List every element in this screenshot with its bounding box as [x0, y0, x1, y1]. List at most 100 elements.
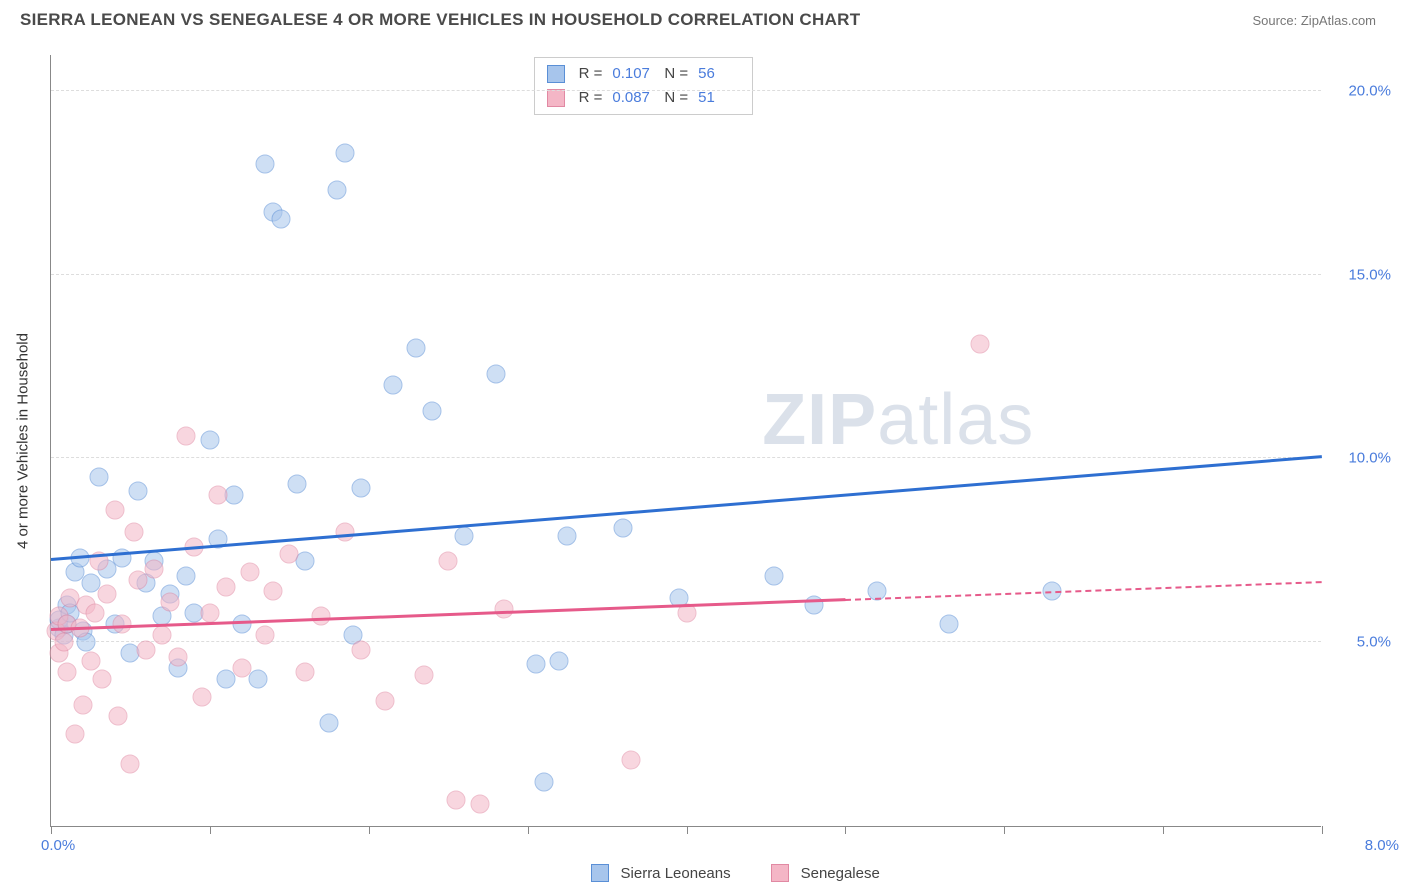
data-point — [256, 155, 275, 174]
y-tick-label: 15.0% — [1331, 266, 1391, 283]
data-point — [145, 559, 164, 578]
data-point — [208, 486, 227, 505]
data-point — [558, 526, 577, 545]
data-point — [177, 427, 196, 446]
x-tick-label: 8.0% — [1365, 837, 1399, 854]
data-point — [200, 603, 219, 622]
stat-label: R = — [579, 62, 603, 86]
stat-label: N = — [664, 62, 688, 86]
watermark: ZIPatlas — [762, 379, 1034, 461]
data-point — [415, 666, 434, 685]
data-point — [97, 585, 116, 604]
legend-swatch — [771, 864, 789, 882]
legend-label: Sierra Leoneans — [621, 865, 731, 882]
y-tick-label: 20.0% — [1331, 82, 1391, 99]
x-tick — [1322, 826, 1323, 834]
data-point — [81, 651, 100, 670]
data-point — [200, 431, 219, 450]
data-point — [486, 364, 505, 383]
data-point — [971, 335, 990, 354]
x-tick — [210, 826, 211, 834]
data-point — [73, 695, 92, 714]
data-point — [407, 339, 426, 358]
gridline — [51, 457, 1321, 458]
x-tick — [528, 826, 529, 834]
x-tick — [687, 826, 688, 834]
data-point — [57, 662, 76, 681]
data-point — [351, 640, 370, 659]
data-point — [248, 669, 267, 688]
data-point — [383, 375, 402, 394]
chart-title: SIERRA LEONEAN VS SENEGALESE 4 OR MORE V… — [20, 10, 860, 30]
data-point — [280, 544, 299, 563]
chart-source: Source: ZipAtlas.com — [1252, 13, 1376, 28]
legend-label: Senegalese — [801, 865, 880, 882]
y-tick-label: 10.0% — [1331, 450, 1391, 467]
data-point — [89, 467, 108, 486]
stats-row: R =0.107N =56 — [547, 62, 741, 86]
data-point — [320, 714, 339, 733]
data-point — [169, 647, 188, 666]
data-point — [161, 592, 180, 611]
data-point — [232, 658, 251, 677]
data-point — [550, 651, 569, 670]
y-tick-label: 5.0% — [1331, 634, 1391, 651]
data-point — [613, 519, 632, 538]
data-point — [129, 482, 148, 501]
gridline — [51, 641, 1321, 642]
data-point — [54, 633, 73, 652]
data-point — [105, 500, 124, 519]
x-tick — [51, 826, 52, 834]
data-point — [124, 522, 143, 541]
data-point — [335, 144, 354, 163]
data-point — [351, 478, 370, 497]
data-point — [526, 655, 545, 674]
data-point — [137, 640, 156, 659]
data-point — [423, 401, 442, 420]
data-point — [327, 181, 346, 200]
data-point — [447, 791, 466, 810]
data-point — [113, 614, 132, 633]
x-tick — [845, 826, 846, 834]
data-point — [240, 563, 259, 582]
data-point — [216, 578, 235, 597]
gridline — [51, 274, 1321, 275]
legend-swatch — [591, 864, 609, 882]
data-point — [455, 526, 474, 545]
data-point — [939, 614, 958, 633]
trend-line — [51, 455, 1322, 561]
data-point — [534, 772, 553, 791]
data-point — [65, 725, 84, 744]
data-point — [272, 210, 291, 229]
data-point — [375, 692, 394, 711]
data-point — [288, 475, 307, 494]
data-point — [312, 607, 331, 626]
trend-line — [845, 581, 1322, 601]
stats-legend: R =0.107N =56R =0.087N =51 — [534, 57, 754, 115]
data-point — [92, 669, 111, 688]
legend-item: Senegalese — [771, 864, 880, 882]
data-point — [621, 750, 640, 769]
data-point — [86, 603, 105, 622]
data-point — [439, 552, 458, 571]
x-tick-label: 0.0% — [41, 837, 75, 854]
scatter-chart: 4 or more Vehicles in Household ZIPatlas… — [50, 55, 1321, 827]
series-legend: Sierra Leoneans Senegalese — [591, 864, 880, 882]
data-point — [256, 625, 275, 644]
data-point — [192, 688, 211, 707]
watermark-bold: ZIP — [762, 380, 877, 460]
data-point — [296, 662, 315, 681]
data-point — [121, 754, 140, 773]
x-tick — [1004, 826, 1005, 834]
legend-swatch — [547, 65, 565, 83]
legend-swatch — [547, 89, 565, 107]
data-point — [470, 794, 489, 813]
data-point — [494, 600, 513, 619]
x-tick — [369, 826, 370, 834]
legend-item: Sierra Leoneans — [591, 864, 731, 882]
x-tick — [1163, 826, 1164, 834]
y-axis-label: 4 or more Vehicles in Household — [15, 333, 32, 549]
stat-r-value: 0.107 — [612, 62, 654, 86]
data-point — [335, 522, 354, 541]
data-point — [764, 567, 783, 586]
